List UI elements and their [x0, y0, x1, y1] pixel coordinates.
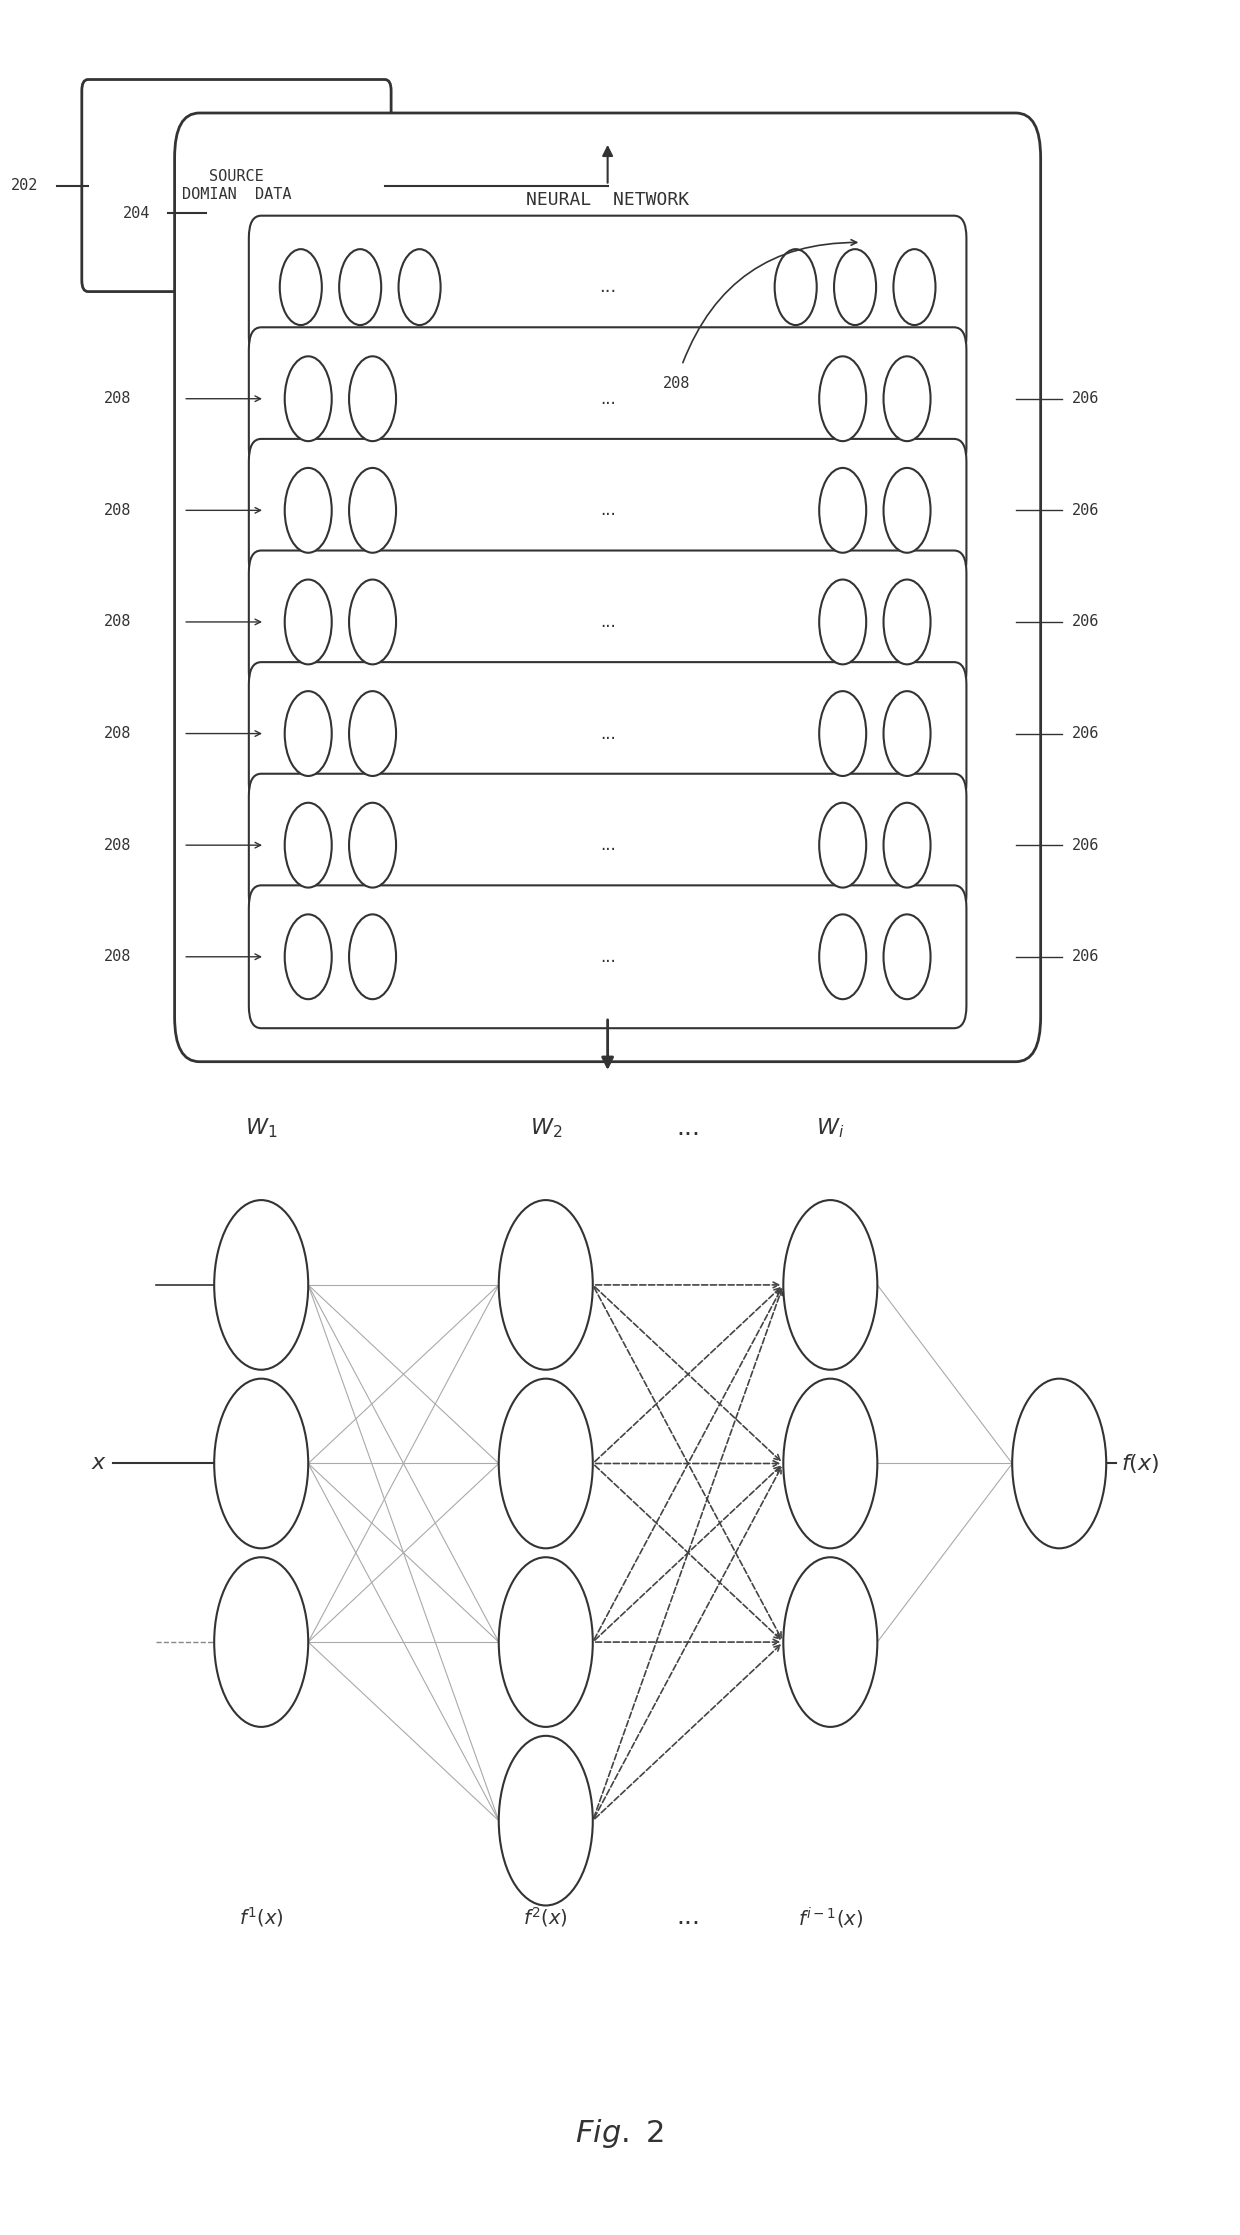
Circle shape	[285, 467, 332, 552]
Circle shape	[215, 1200, 309, 1370]
Circle shape	[398, 248, 440, 324]
Text: SOURCE
DOMIAN  DATA: SOURCE DOMIAN DATA	[182, 170, 291, 201]
Circle shape	[285, 802, 332, 887]
Text: 206: 206	[1071, 726, 1099, 742]
Circle shape	[348, 579, 396, 664]
Text: 206: 206	[1071, 391, 1099, 407]
Text: $W_i$: $W_i$	[816, 1115, 844, 1140]
Circle shape	[835, 248, 877, 324]
Circle shape	[784, 1200, 878, 1370]
Circle shape	[348, 691, 396, 776]
Circle shape	[884, 579, 930, 664]
Text: 204: 204	[123, 206, 150, 221]
Circle shape	[884, 691, 930, 776]
Circle shape	[498, 1200, 593, 1370]
FancyBboxPatch shape	[249, 217, 966, 358]
Circle shape	[498, 1558, 593, 1728]
Circle shape	[884, 467, 930, 552]
Circle shape	[784, 1558, 878, 1728]
Text: ...: ...	[600, 948, 615, 966]
Circle shape	[775, 248, 817, 324]
FancyBboxPatch shape	[82, 80, 391, 291]
Text: $W_1$: $W_1$	[246, 1115, 278, 1140]
Circle shape	[285, 691, 332, 776]
Circle shape	[215, 1379, 309, 1549]
Circle shape	[348, 467, 396, 552]
FancyBboxPatch shape	[249, 438, 966, 581]
FancyBboxPatch shape	[249, 550, 966, 693]
Circle shape	[215, 1558, 309, 1728]
Text: ...: ...	[600, 836, 615, 854]
Text: 208: 208	[104, 950, 131, 963]
Text: 206: 206	[1071, 838, 1099, 854]
Circle shape	[820, 691, 867, 776]
FancyBboxPatch shape	[175, 114, 1040, 1062]
Circle shape	[884, 355, 930, 440]
Circle shape	[340, 248, 381, 324]
Circle shape	[285, 579, 332, 664]
Text: $f^1(x)$: $f^1(x)$	[239, 1906, 284, 1929]
Text: ...: ...	[676, 1906, 701, 1929]
Circle shape	[884, 914, 930, 999]
Text: 202: 202	[11, 179, 38, 192]
Circle shape	[784, 1379, 878, 1549]
Text: $W_2$: $W_2$	[529, 1115, 562, 1140]
Text: $f(x)$: $f(x)$	[1121, 1453, 1159, 1475]
Text: ...: ...	[600, 612, 615, 630]
FancyBboxPatch shape	[249, 326, 966, 469]
Text: $f^{i-1}(x)$: $f^{i-1}(x)$	[797, 1906, 863, 1931]
Circle shape	[348, 355, 396, 440]
Circle shape	[820, 467, 867, 552]
Circle shape	[820, 355, 867, 440]
Text: NEURAL  NETWORK: NEURAL NETWORK	[526, 192, 689, 210]
Circle shape	[498, 1737, 593, 1906]
FancyBboxPatch shape	[249, 662, 966, 805]
Text: ...: ...	[600, 389, 615, 407]
Circle shape	[884, 802, 930, 887]
Text: ...: ...	[676, 1115, 701, 1140]
Text: 208: 208	[663, 375, 691, 391]
Circle shape	[894, 248, 935, 324]
Text: ...: ...	[600, 724, 615, 742]
Circle shape	[285, 914, 332, 999]
Text: 206: 206	[1071, 615, 1099, 630]
Circle shape	[280, 248, 322, 324]
Text: $\it{Fig.\ 2}$: $\it{Fig.\ 2}$	[575, 2117, 665, 2150]
Circle shape	[498, 1379, 593, 1549]
Text: ...: ...	[600, 501, 615, 519]
Text: 208: 208	[104, 615, 131, 630]
Text: 208: 208	[104, 838, 131, 854]
Text: 206: 206	[1071, 503, 1099, 519]
Circle shape	[820, 802, 867, 887]
Circle shape	[348, 802, 396, 887]
Circle shape	[1012, 1379, 1106, 1549]
Text: 206: 206	[1071, 950, 1099, 963]
Text: $x$: $x$	[91, 1453, 107, 1473]
FancyBboxPatch shape	[249, 885, 966, 1028]
Text: ...: ...	[599, 277, 616, 295]
Circle shape	[820, 914, 867, 999]
Text: $f^2(x)$: $f^2(x)$	[523, 1906, 568, 1929]
Circle shape	[348, 914, 396, 999]
Text: 208: 208	[104, 503, 131, 519]
Text: 208: 208	[104, 391, 131, 407]
Circle shape	[285, 355, 332, 440]
FancyBboxPatch shape	[249, 773, 966, 916]
Text: 208: 208	[104, 726, 131, 742]
Circle shape	[820, 579, 867, 664]
